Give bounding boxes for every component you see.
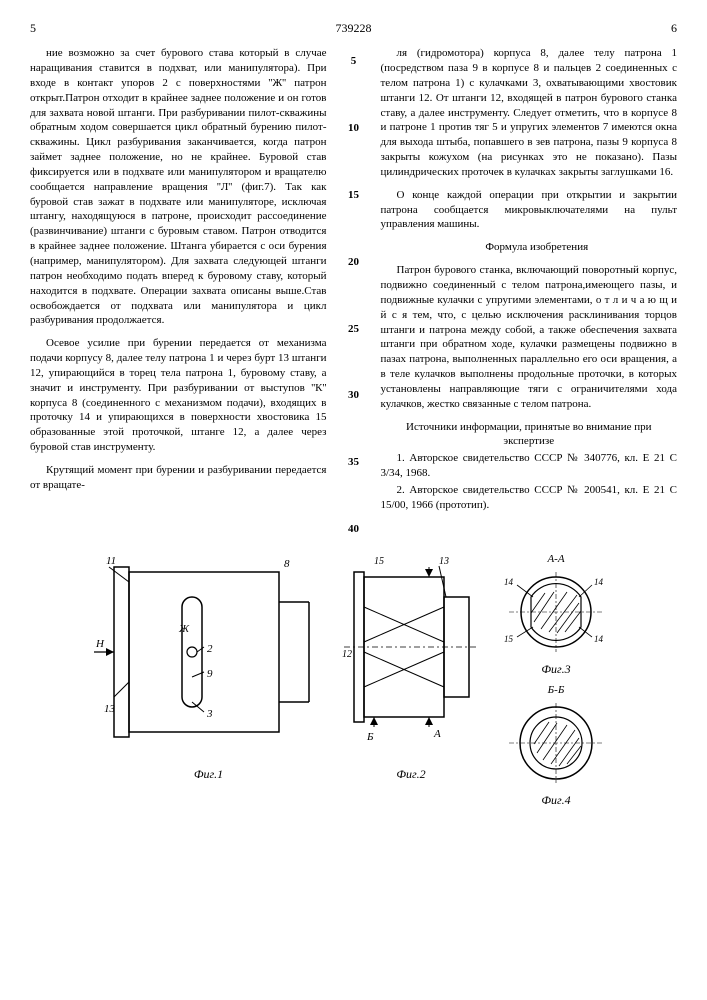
formula-title: Формула изобретения bbox=[381, 240, 678, 255]
arrow-b-bottom: Б bbox=[366, 731, 374, 743]
left-column: ние возможно за счет бурового става кото… bbox=[30, 46, 327, 537]
callout-3: 3 bbox=[206, 708, 213, 720]
line-number: 15 bbox=[348, 188, 359, 203]
paragraph: О конце каждой операции при открытии и з… bbox=[381, 188, 678, 233]
line-number-gutter: 5 10 15 20 25 30 35 40 bbox=[345, 46, 363, 537]
line-number: 25 bbox=[348, 322, 359, 337]
figure-3-svg: 14 14 14 15 bbox=[499, 567, 614, 657]
figure-4-svg bbox=[499, 698, 614, 788]
section-bb-label: Б-Б bbox=[499, 683, 614, 698]
claim-paragraph: Патрон бурового станка, включающий повор… bbox=[381, 263, 678, 411]
figures-area: 8 11 Ж 2 9 3 Н 13 Фиг.1 13 15 bbox=[30, 552, 677, 808]
figure-1: 8 11 Ж 2 9 3 Н 13 Фиг.1 bbox=[94, 552, 324, 808]
right-column: ля (гидромотора) корпуса 8, далее телу п… bbox=[381, 46, 678, 537]
references-block: Источники информации, принятые во вниман… bbox=[381, 420, 678, 513]
line-number: 35 bbox=[348, 455, 359, 470]
callout-14c: 14 bbox=[504, 577, 514, 587]
figure-3-label: Фиг.3 bbox=[499, 661, 614, 677]
callout-12: 12 bbox=[342, 649, 352, 660]
reference-item: 1. Авторское свидетельство СССР № 340776… bbox=[381, 451, 678, 481]
line-number: 10 bbox=[348, 121, 359, 136]
references-title: Источники информации, принятые во вниман… bbox=[381, 420, 678, 450]
figure-2: 13 15 А Б 12 Фиг.2 bbox=[339, 552, 484, 808]
line-number: 20 bbox=[348, 255, 359, 270]
paragraph: Осевое усилие при бурении передается от … bbox=[30, 336, 327, 455]
arrow-a-bottom: А bbox=[433, 728, 441, 740]
callout-zh: Ж bbox=[178, 623, 190, 635]
callout-2: 2 bbox=[207, 643, 213, 655]
line-number: 40 bbox=[348, 522, 359, 537]
callout-11: 11 bbox=[106, 555, 116, 567]
paragraph: ля (гидромотора) корпуса 8, далее телу п… bbox=[381, 46, 678, 180]
callout-15b: 15 bbox=[504, 634, 514, 644]
callout-14b: 14 bbox=[594, 634, 604, 644]
patent-number: 739228 bbox=[336, 20, 372, 36]
figure-4-label: Фиг.4 bbox=[499, 792, 614, 808]
callout-13b: 13 bbox=[439, 556, 449, 567]
paragraph: ние возможно за счет бурового става кото… bbox=[30, 46, 327, 328]
section-aa-label: А-А bbox=[499, 552, 614, 567]
page-number-left: 5 bbox=[30, 20, 36, 36]
callout-n: Н bbox=[95, 638, 105, 650]
page-number-right: 6 bbox=[671, 20, 677, 36]
figure-2-label: Фиг.2 bbox=[339, 766, 484, 782]
figure-3-4-group: А-А 14 14 14 15 Фиг.3 Б-Б bbox=[499, 552, 614, 808]
reference-item: 2. Авторское свидетельство СССР № 200541… bbox=[381, 483, 678, 513]
header-row: 5 739228 6 bbox=[30, 20, 677, 36]
callout-15: 15 bbox=[374, 556, 384, 567]
line-number: 5 bbox=[351, 54, 357, 69]
line-number: 30 bbox=[348, 388, 359, 403]
text-columns: ние возможно за счет бурового става кото… bbox=[30, 46, 677, 537]
callout-8: 8 bbox=[284, 558, 290, 570]
callout-14a: 14 bbox=[594, 577, 604, 587]
figure-1-label: Фиг.1 bbox=[94, 766, 324, 782]
callout-13: 13 bbox=[104, 703, 116, 715]
callout-9: 9 bbox=[207, 668, 213, 680]
paragraph: Крутящий момент при бурении и разбуриван… bbox=[30, 463, 327, 493]
